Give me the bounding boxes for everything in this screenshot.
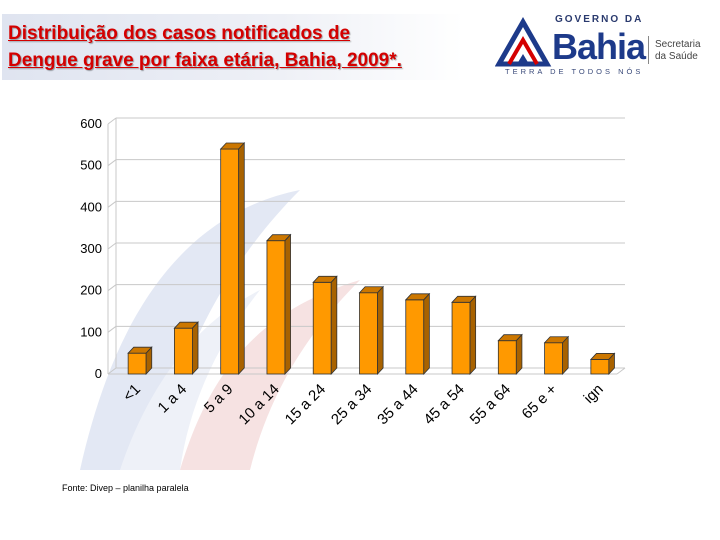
bar [359, 292, 378, 375]
bar [266, 240, 286, 375]
logo-secretaria-line-2: da Saúde [655, 51, 698, 62]
bar [451, 301, 471, 375]
y-tick-label: 500 [80, 158, 102, 173]
bar-side [284, 233, 291, 376]
page-title: Distribuição dos casos notificados de De… [8, 20, 402, 74]
x-tick-label: 45 a 54 [420, 381, 467, 428]
bar-side [145, 346, 153, 376]
bar-side [377, 285, 384, 376]
bars-layer [127, 141, 616, 376]
y-tick-label: 400 [80, 199, 102, 214]
title-banner [2, 14, 464, 80]
y-tick-label: 600 [80, 116, 102, 131]
x-tick-label: <1 [120, 381, 144, 405]
source-note: Fonte: Divep – planilha paralela [62, 483, 189, 493]
x-axis-depth [616, 367, 626, 375]
logo-separator [648, 36, 649, 64]
y-tick-label: 0 [95, 366, 102, 381]
bar-side [238, 141, 245, 376]
logo-secretaria-line-1: Secretaria [655, 39, 701, 50]
logo-governo-da: GOVERNO DA [555, 14, 644, 25]
x-tick-label: 25 a 34 [328, 381, 375, 428]
y-tick-label: 100 [80, 324, 102, 339]
gridline-depth [107, 117, 117, 125]
bar [312, 281, 332, 375]
title-line-1: Distribuição dos casos notificados de [8, 23, 351, 44]
y-axis-ticks: 0 100 200 300 400 500 600 [80, 116, 102, 381]
bar-side [515, 333, 523, 376]
logo-bahia: Bahia [552, 26, 646, 67]
bar [174, 327, 193, 375]
bar [590, 359, 610, 375]
bar-side [608, 352, 615, 376]
governo-bahia-logo: GOVERNO DA Bahia TERRA DE TODOS NÓS Secr… [495, 10, 710, 82]
bar-side [469, 295, 477, 376]
bar [405, 299, 425, 375]
x-tick-label: 65 e + [519, 381, 561, 423]
bar [127, 352, 147, 375]
logo-secretaria: Secretaria da Saúde [655, 39, 701, 63]
y-tick-label: 300 [80, 241, 102, 256]
gridline-depth [107, 242, 117, 250]
x-tick-label: 5 a 9 [201, 381, 237, 417]
bar-chart: 0 100 200 300 400 500 600 <1 1 a 4 5 a 910 a 141… [80, 116, 626, 429]
bar-side [562, 335, 569, 376]
bar [497, 340, 517, 375]
logo-tagline: TERRA DE TODOS NÓS [505, 67, 644, 76]
bar [544, 342, 563, 375]
bar-side [192, 321, 199, 376]
x-tick-label: 10 a 14 [235, 381, 282, 428]
gridline-depth [107, 200, 117, 208]
bar-side [423, 292, 430, 376]
bahia-emblem-icon [495, 16, 552, 67]
x-tick-label: 15 a 24 [282, 381, 329, 428]
y-tick-label: 200 [80, 283, 102, 298]
x-tick-label: ign [581, 381, 607, 407]
gridline-depth [107, 159, 117, 167]
x-tick-label: 1 a 4 [155, 381, 191, 417]
gridline-depth [107, 367, 117, 375]
x-tick-label: 35 a 44 [374, 381, 421, 428]
x-tick-label: 55 a 64 [467, 381, 514, 428]
bar [220, 148, 240, 375]
gridline-depth [107, 325, 117, 333]
title-line-2: Dengue grave por faixa etária, Bahia, 20… [8, 50, 402, 71]
bar-side [330, 275, 338, 376]
gridline-depth [107, 284, 117, 292]
